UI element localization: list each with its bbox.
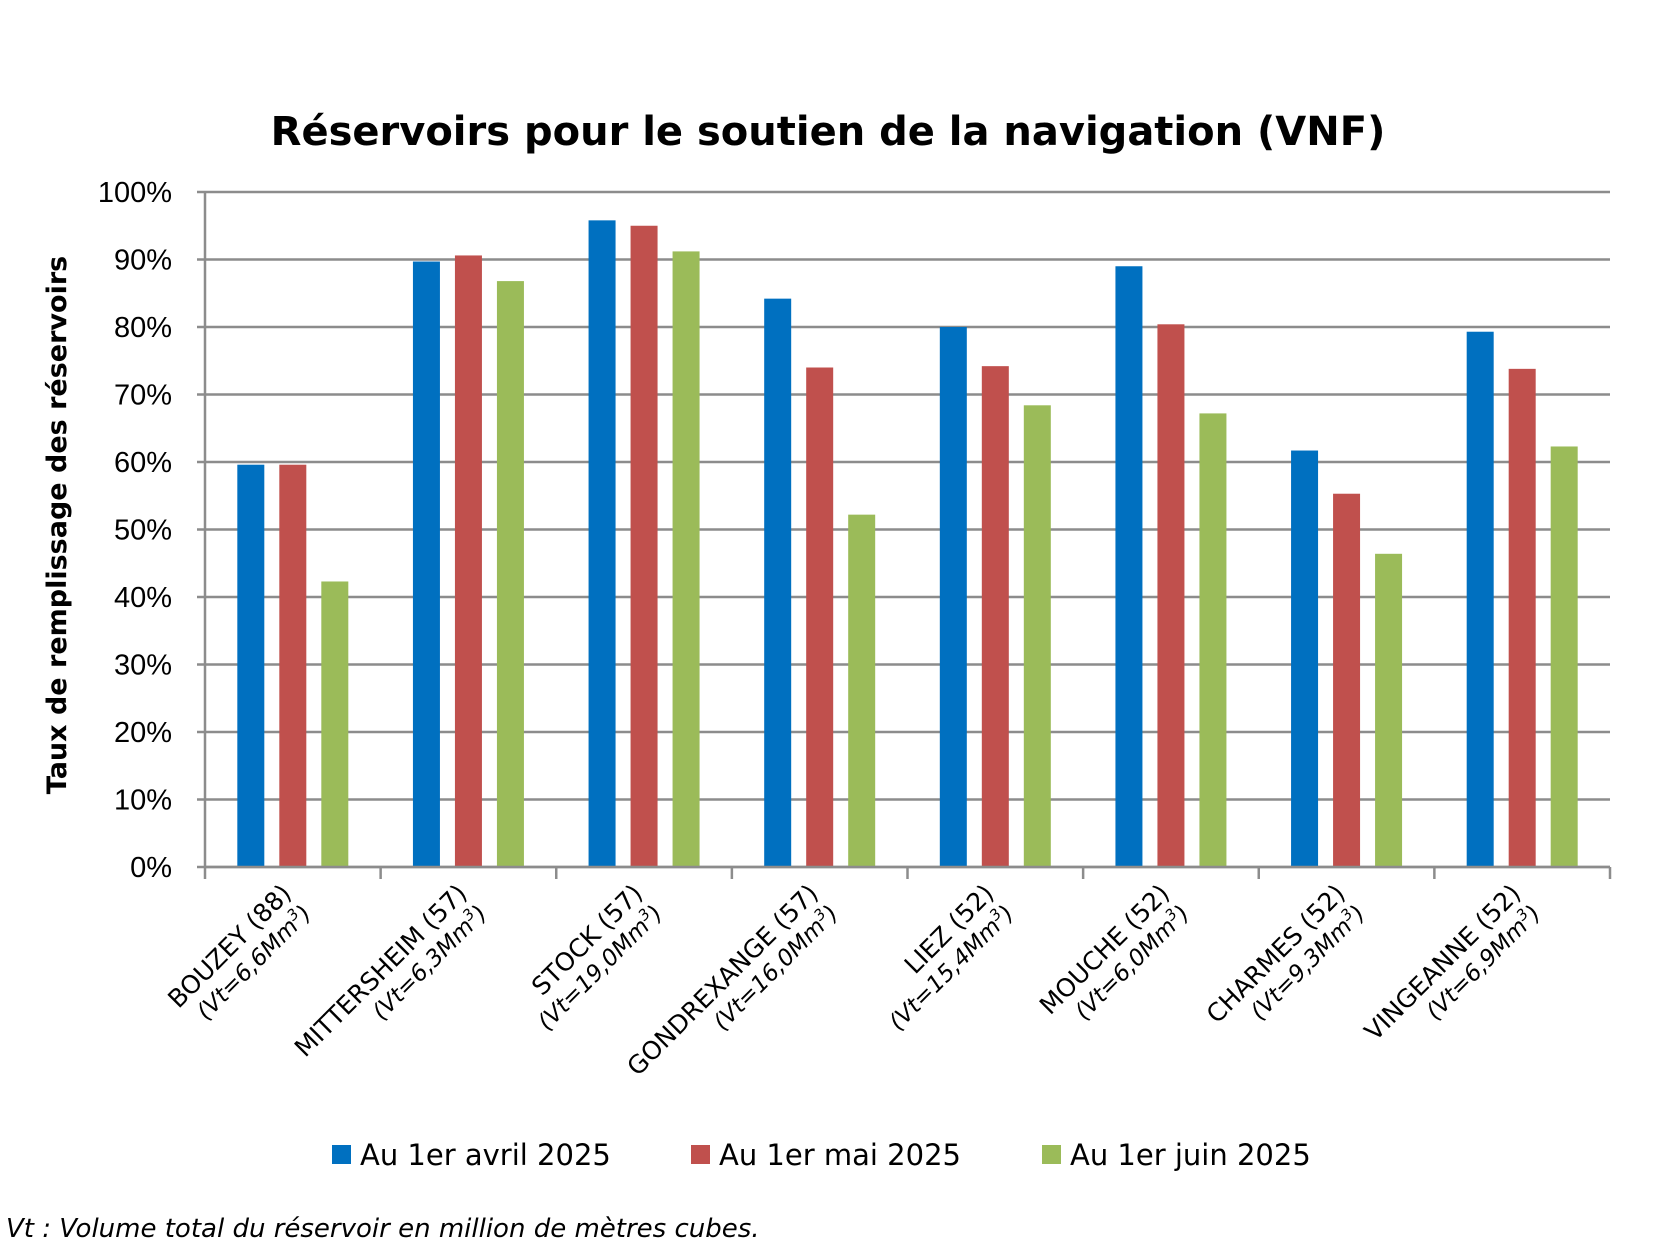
- category-name: MITTERSHEIM (57): [289, 879, 473, 1063]
- bar: [1199, 413, 1227, 867]
- bar: [412, 261, 440, 867]
- bar: [1508, 368, 1536, 867]
- bar: [630, 225, 658, 867]
- legend-swatch: [332, 1145, 351, 1164]
- y-tick-label: 0%: [130, 852, 172, 884]
- bar: [279, 464, 307, 867]
- bar: [588, 220, 616, 868]
- x-axis: [203, 192, 1612, 879]
- bar: [496, 281, 524, 868]
- bar: [1375, 553, 1403, 867]
- y-tick-label: 60%: [114, 447, 172, 479]
- bar: [1157, 324, 1185, 867]
- bar: [939, 327, 967, 867]
- legend-item: Au 1er mai 2025: [691, 1138, 961, 1172]
- y-tick-label: 40%: [114, 582, 172, 614]
- bars: [237, 220, 1578, 868]
- bar: [806, 367, 834, 867]
- category-label: MITTERSHEIM (57)(Vt=6,3Mm3): [289, 879, 493, 1063]
- category-labels: BOUZEY (88)(Vt=6,6Mm3)MITTERSHEIM (57)(V…: [162, 879, 1546, 1082]
- legend-item: Au 1er avril 2025: [332, 1138, 611, 1172]
- bar: [1291, 450, 1319, 867]
- bar: [1550, 446, 1578, 867]
- footnote: Vt : Volume total du réservoir en millio…: [6, 1214, 760, 1244]
- bar: [981, 366, 1009, 867]
- legend-swatch: [1042, 1145, 1061, 1164]
- legend: Au 1er avril 2025 Au 1er mai 2025 Au 1er j…: [332, 1138, 1311, 1172]
- bar: [1115, 266, 1143, 867]
- legend-label: Au 1er juin 2025: [1070, 1138, 1311, 1172]
- category-label: LIEZ (52)(Vt=15,4Mm3): [884, 879, 1019, 1036]
- category-label: CHARMES (52)(Vt=9,3Mm3): [1201, 879, 1371, 1029]
- bar: [1333, 493, 1361, 867]
- bar: [672, 251, 700, 867]
- bar: [764, 298, 792, 867]
- y-tick-label: 20%: [114, 717, 172, 749]
- category-label: MOUCHE (52)(Vt=6,0Mm3): [1034, 879, 1195, 1026]
- y-tick-label: 90%: [114, 245, 172, 277]
- legend-swatch: [691, 1145, 710, 1164]
- category-label: VINGEANNE (52)(Vt=6,9Mm3): [1359, 879, 1546, 1047]
- bar: [237, 464, 265, 867]
- legend-label: Au 1er mai 2025: [719, 1138, 961, 1172]
- bar: [1023, 405, 1051, 867]
- y-tick-label: 30%: [114, 650, 172, 682]
- bar: [321, 581, 349, 867]
- y-tick-label: 100%: [98, 177, 172, 209]
- category-label: BOUZEY (88)(Vt=6,6Mm3): [162, 879, 317, 1026]
- y-tick-labels: 0% 10% 20% 30% 40% 50% 60% 70% 80% 90% 100%: [98, 177, 172, 884]
- y-tick-label: 70%: [114, 380, 172, 412]
- y-tick-label: 80%: [114, 312, 172, 344]
- category-label: STOCK (57)(Vt=19,0Mm3): [526, 879, 668, 1036]
- bar: [454, 255, 482, 867]
- y-tick-label: 50%: [114, 515, 172, 547]
- y-tick-label: 10%: [114, 785, 172, 817]
- bar: [848, 514, 876, 867]
- y-axis-label: Taux de remplissage des réservoirs: [42, 256, 73, 794]
- legend-item: Au 1er juin 2025: [1042, 1138, 1311, 1172]
- legend-label: Au 1er avril 2025: [360, 1138, 611, 1172]
- chart-title: Réservoirs pour le soutien de la navigat…: [271, 109, 1386, 155]
- bar: [1466, 331, 1494, 868]
